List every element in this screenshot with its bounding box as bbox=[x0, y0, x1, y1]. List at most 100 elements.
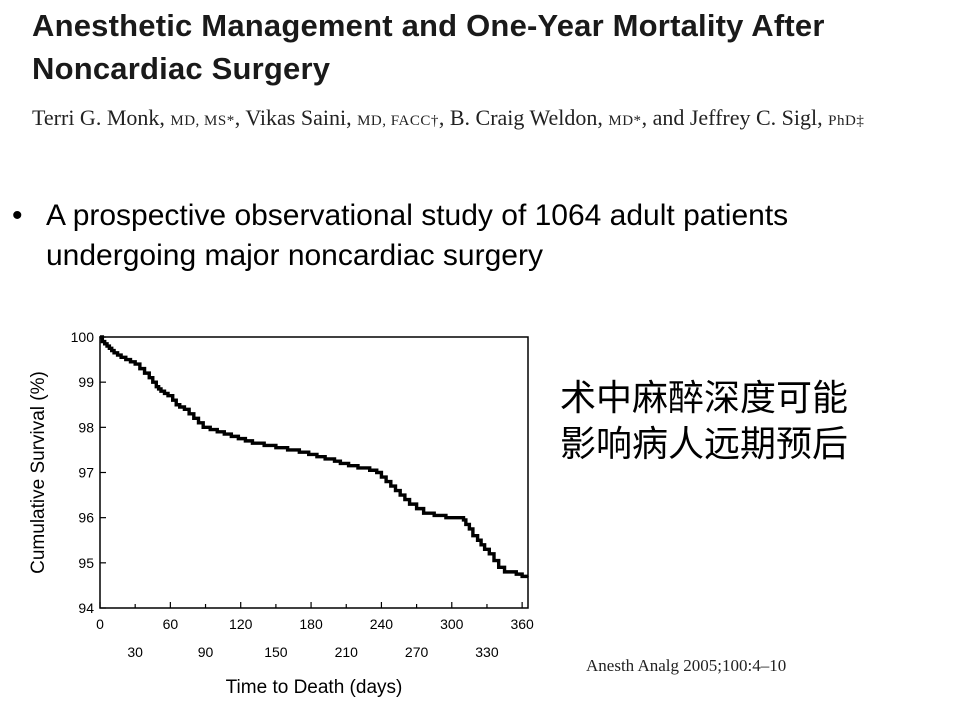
author-list: Terri G. Monk, MD, MS*, Vikas Saini, MD,… bbox=[32, 105, 932, 134]
y-axis-ticks: 100 99 98 97 96 95 94 bbox=[71, 329, 106, 616]
x-tick-label: 360 bbox=[510, 616, 534, 632]
author-2-name: , Vikas Saini, bbox=[234, 105, 358, 130]
data-point bbox=[307, 453, 310, 456]
data-point bbox=[157, 388, 160, 390]
data-point bbox=[324, 458, 326, 460]
data-point bbox=[375, 471, 378, 474]
x-tick-label: 30 bbox=[127, 644, 143, 660]
data-point bbox=[108, 347, 111, 350]
data-point bbox=[163, 392, 166, 395]
data-point bbox=[230, 435, 233, 438]
data-point bbox=[103, 342, 106, 345]
data-point bbox=[480, 543, 482, 546]
data-point bbox=[422, 512, 425, 514]
data-point bbox=[399, 494, 401, 496]
data-point bbox=[275, 446, 277, 449]
survival-curve bbox=[100, 335, 528, 579]
data-point bbox=[106, 345, 108, 347]
x-tick-label: 90 bbox=[198, 644, 214, 660]
data-point bbox=[134, 363, 136, 365]
x-axis-title: Time to Death (days) bbox=[226, 677, 403, 698]
survival-chart: 100 99 98 97 96 95 94 0 60 120 180 240 300 360 30 90 15… bbox=[28, 329, 534, 698]
data-point bbox=[171, 399, 174, 402]
author-3-name: , B. Craig Weldon, bbox=[438, 105, 609, 130]
data-point bbox=[193, 417, 195, 420]
x-tick-label: 210 bbox=[335, 644, 359, 660]
data-point bbox=[148, 376, 151, 379]
data-point bbox=[209, 428, 212, 431]
x-tick-label: 270 bbox=[405, 644, 429, 660]
data-point bbox=[167, 394, 169, 397]
data-point bbox=[408, 503, 411, 505]
data-point bbox=[116, 354, 119, 356]
data-point bbox=[497, 566, 500, 569]
data-point bbox=[244, 440, 247, 442]
data-point bbox=[298, 451, 301, 453]
data-point bbox=[188, 412, 190, 415]
data-point bbox=[394, 489, 397, 492]
bullet-text: A prospective observational study of 106… bbox=[46, 199, 789, 272]
annotation-line-1: 术中麻醉深度可能 bbox=[560, 378, 849, 419]
x-tick-label: 60 bbox=[163, 616, 179, 632]
plot-frame bbox=[99, 336, 529, 609]
data-point bbox=[316, 455, 318, 458]
data-point bbox=[465, 523, 467, 526]
data-point bbox=[390, 485, 392, 487]
y-tick-label: 100 bbox=[71, 329, 95, 345]
data-point bbox=[151, 381, 154, 383]
y-tick-label: 94 bbox=[78, 600, 94, 616]
data-point bbox=[178, 406, 181, 408]
data-point bbox=[202, 426, 204, 429]
data-point bbox=[404, 498, 406, 501]
data-point bbox=[339, 462, 342, 465]
x-tick-label: 300 bbox=[440, 616, 464, 632]
data-point bbox=[113, 352, 115, 354]
data-point bbox=[155, 385, 158, 388]
data-point bbox=[357, 467, 359, 469]
paper-title: Anesthetic Management and One-Year Morta… bbox=[32, 8, 825, 86]
data-point bbox=[99, 336, 101, 338]
data-point bbox=[476, 539, 479, 542]
x-tick-label: 150 bbox=[264, 644, 288, 660]
data-point bbox=[415, 507, 418, 510]
data-point bbox=[286, 449, 289, 451]
x-tick-label: 120 bbox=[229, 616, 253, 632]
data-point bbox=[139, 367, 141, 370]
author-3-degree: MD* bbox=[608, 113, 642, 129]
author-2-degree: MD, FACC† bbox=[357, 113, 439, 129]
data-point bbox=[521, 575, 523, 578]
data-point bbox=[160, 390, 162, 392]
data-point bbox=[237, 437, 240, 440]
data-point bbox=[527, 575, 529, 578]
data-point bbox=[175, 403, 178, 406]
author-4-degree: PhD‡ bbox=[828, 113, 865, 129]
data-point bbox=[124, 358, 127, 361]
x-tick-label: 330 bbox=[475, 644, 499, 660]
data-point bbox=[216, 431, 219, 433]
author-1-name: Terri G. Monk, bbox=[32, 105, 171, 130]
data-point bbox=[468, 528, 471, 530]
series-layer bbox=[99, 335, 529, 579]
y-tick-label: 99 bbox=[78, 374, 94, 390]
data-point bbox=[143, 372, 146, 374]
chinese-annotation: 术中麻醉深度可能 影响病人远期预后 bbox=[560, 376, 940, 468]
x-tick-label: 240 bbox=[370, 616, 394, 632]
bullet-icon: • bbox=[12, 199, 23, 232]
data-point bbox=[472, 534, 474, 537]
data-point bbox=[445, 516, 447, 519]
data-point bbox=[433, 514, 435, 517]
y-axis-title: Cumulative Survival (%) bbox=[28, 371, 49, 574]
data-point bbox=[488, 553, 491, 555]
data-point bbox=[456, 516, 459, 519]
y-tick-label: 95 bbox=[78, 555, 94, 571]
x-tick-label: 0 bbox=[96, 616, 104, 632]
citation: Anesth Analg 2005;100:4–10 bbox=[586, 656, 787, 675]
data-point bbox=[183, 408, 186, 411]
data-point bbox=[503, 571, 506, 573]
x-tick-label: 180 bbox=[299, 616, 323, 632]
data-point bbox=[483, 548, 486, 551]
data-point bbox=[347, 464, 350, 467]
data-point bbox=[223, 433, 226, 435]
data-point bbox=[129, 361, 132, 363]
y-tick-label: 97 bbox=[78, 465, 94, 481]
